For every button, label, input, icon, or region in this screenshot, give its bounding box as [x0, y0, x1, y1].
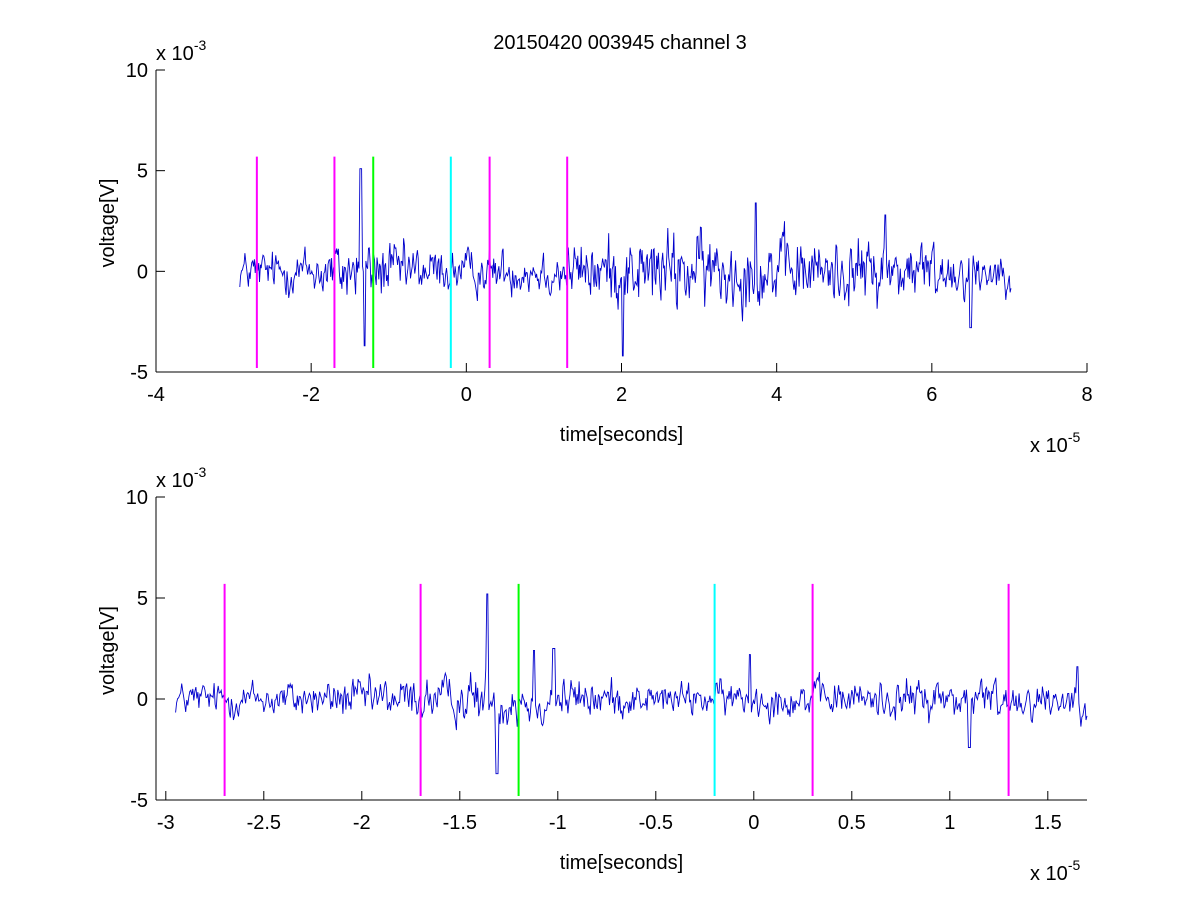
y-exponent-power-bottom: -3 [194, 464, 207, 480]
axis-frame-bottom [155, 497, 1087, 801]
y-exponent-bottom: x 10-3 [156, 464, 206, 492]
y-tick-label: 0 [137, 261, 148, 283]
x-axis-label-bottom: time[seconds] [560, 852, 683, 874]
y-ticks-bottom: -5 0 5 10 [126, 487, 165, 812]
axes-top: -4 -2 0 2 4 6 8 -5 0 5 10 time[seconds] voltage[V… [97, 37, 1093, 457]
y-ticks-top: -5 0 5 10 [126, 60, 165, 384]
y-tick-label: 5 [137, 588, 148, 610]
y-tick-label: 10 [126, 60, 148, 82]
x-tick-label: 0 [748, 812, 759, 834]
x-tick-label: 1.5 [1034, 812, 1062, 834]
x-tick-label: 8 [1081, 384, 1092, 406]
x-exponent-top: x 10-5 [1030, 429, 1080, 457]
y-axis-label-top: voltage[V] [97, 179, 119, 268]
y-tick-label: -5 [130, 790, 148, 812]
y-exponent-base-top: x 10 [156, 43, 194, 65]
x-tick-label: 4 [771, 384, 782, 406]
y-axis-label-bottom: voltage[V] [97, 606, 119, 695]
axis-frame-top [155, 70, 1087, 373]
y-tick-label: 0 [137, 689, 148, 711]
x-tick-label: -3 [157, 812, 175, 834]
x-exponent-base-top: x 10 [1030, 435, 1068, 457]
x-tick-label: -2 [302, 384, 320, 406]
x-exponent-power-top: -5 [1068, 429, 1081, 445]
x-tick-label: -1 [549, 812, 567, 834]
x-exponent-bottom: x 10-5 [1030, 857, 1080, 885]
x-axis-label-top: time[seconds] [560, 424, 683, 446]
x-tick-label: -0.5 [639, 812, 673, 834]
x-tick-label: 0.5 [838, 812, 866, 834]
signal-line-top [239, 168, 1012, 357]
x-tick-label: -1.5 [443, 812, 477, 834]
signal-line-bottom [175, 593, 1088, 775]
y-tick-label: 10 [126, 487, 148, 509]
x-tick-label: -2 [353, 812, 371, 834]
y-exponent-power-top: -3 [194, 37, 207, 53]
marker-lines-top [255, 156, 569, 368]
x-tick-label: 6 [926, 384, 937, 406]
signal-trace [175, 593, 1088, 775]
x-ticks-top: -4 -2 0 2 4 6 8 [147, 363, 1093, 406]
x-tick-label: -2.5 [247, 812, 281, 834]
marker-lines-bottom [223, 583, 1010, 796]
x-exponent-base-bottom: x 10 [1030, 863, 1068, 885]
signal-trace [239, 168, 1012, 357]
y-tick-label: 5 [137, 161, 148, 183]
axes-bottom: -3 -2.5 -2 -1.5 -1 -0.5 0 0.5 1 1.5 -5 0 5 10 time[s… [97, 464, 1088, 885]
figure-title: 20150420 003945 channel 3 [493, 32, 747, 54]
y-exponent-base-bottom: x 10 [156, 470, 194, 492]
x-tick-label: 0 [461, 384, 472, 406]
y-tick-label: -5 [130, 362, 148, 384]
x-tick-label: 2 [616, 384, 627, 406]
x-tick-label: -4 [147, 384, 165, 406]
x-exponent-power-bottom: -5 [1068, 857, 1081, 873]
y-exponent-top: x 10-3 [156, 37, 206, 65]
x-tick-label: 1 [944, 812, 955, 834]
x-ticks-bottom: -3 -2.5 -2 -1.5 -1 -0.5 0 0.5 1 1.5 [157, 791, 1062, 834]
